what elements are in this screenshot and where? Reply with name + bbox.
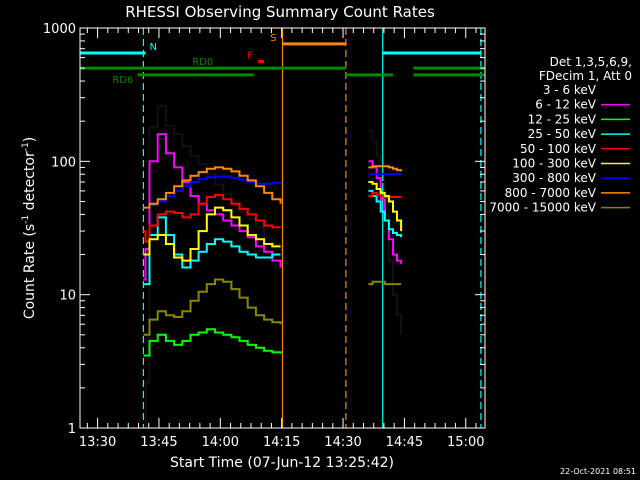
y-tick-label: 100: [51, 155, 76, 170]
legend-label: 12 - 25 keV: [528, 112, 597, 126]
flag-bars: N S F RD0 RD6: [80, 33, 485, 86]
flag-label-S: S: [270, 33, 276, 44]
legend-label: 3 - 6 keV: [543, 83, 597, 97]
plot-frame: [79, 27, 486, 429]
x-tick-label: 14:45: [386, 435, 423, 450]
legend-label: 7000 - 15000 keV: [489, 201, 596, 215]
plot-area: N S F RD0 RD6: [79, 27, 486, 429]
series-line: [368, 165, 403, 172]
x-tick-label: 14:00: [202, 435, 239, 450]
legend-header-line: FDecim 1, Att 0: [539, 69, 632, 83]
legend-label: 300 - 800 keV: [512, 171, 596, 185]
flag-label-RD0: RD0: [192, 57, 213, 68]
footer-date: 22-Oct-2021 08:51: [560, 467, 636, 476]
series-line: [143, 193, 281, 243]
series-line: [143, 216, 281, 286]
series-line: [143, 166, 282, 209]
x-axis-label: Start Time (07-Jun-12 13:25:42): [170, 455, 394, 471]
flag-label-RD6: RD6: [112, 75, 133, 86]
x-tick-label: 13:30: [79, 435, 116, 450]
y-axis-label-exponent: -1: [21, 215, 31, 224]
x-tick-label: 14:30: [324, 435, 361, 450]
flag-label-F: F: [247, 51, 253, 62]
legend-label: 100 - 300 keV: [512, 157, 596, 171]
series-line: [143, 105, 282, 429]
flag-label-N: N: [149, 42, 156, 53]
y-axis-label-part: ): [22, 137, 38, 142]
legend-header-line: Det 1,3,5,6,9,: [550, 55, 632, 69]
x-tick-label: 13:45: [140, 435, 177, 450]
legend-label: 800 - 7000 keV: [505, 186, 597, 200]
series-line: [143, 206, 281, 262]
y-tick-label: 10: [59, 289, 76, 304]
flag-vertical-lines: [142, 28, 482, 428]
legend-label: 50 - 100 keV: [520, 142, 597, 156]
y-axis-label-exponent: -1: [21, 142, 31, 151]
x-axis: 13:30 13:45 14:00 14:15 14:30 14:45 15:00: [79, 28, 485, 450]
chart-title: RHESSI Observing Summary Count Rates: [125, 3, 435, 21]
series-line: [368, 181, 403, 232]
series-line: [368, 189, 403, 238]
y-tick-label: 1000: [43, 22, 76, 37]
y-axis: 1 10 100 1000: [43, 22, 485, 437]
legend-label: 6 - 12 keV: [535, 98, 597, 112]
x-tick-label: 15:00: [447, 435, 484, 450]
legend-label: 25 - 50 keV: [528, 127, 597, 141]
x-tick-label: 14:15: [263, 435, 300, 450]
y-tick-label: 1: [68, 422, 76, 437]
series-line: [368, 191, 402, 198]
y-axis-label-part: detector: [22, 151, 38, 215]
data-series: [143, 105, 403, 429]
y-axis-label-part: Count Rate (s: [22, 224, 38, 319]
series-line: [368, 280, 402, 286]
series-line: [143, 328, 282, 357]
series-line: [143, 278, 282, 336]
y-axis-label: Count Rate (s-1 detector-1): [21, 137, 38, 319]
series-line: [143, 133, 282, 281]
legend: Det 1,3,5,6,9, FDecim 1, Att 0 3 - 6 keV…: [489, 55, 632, 215]
